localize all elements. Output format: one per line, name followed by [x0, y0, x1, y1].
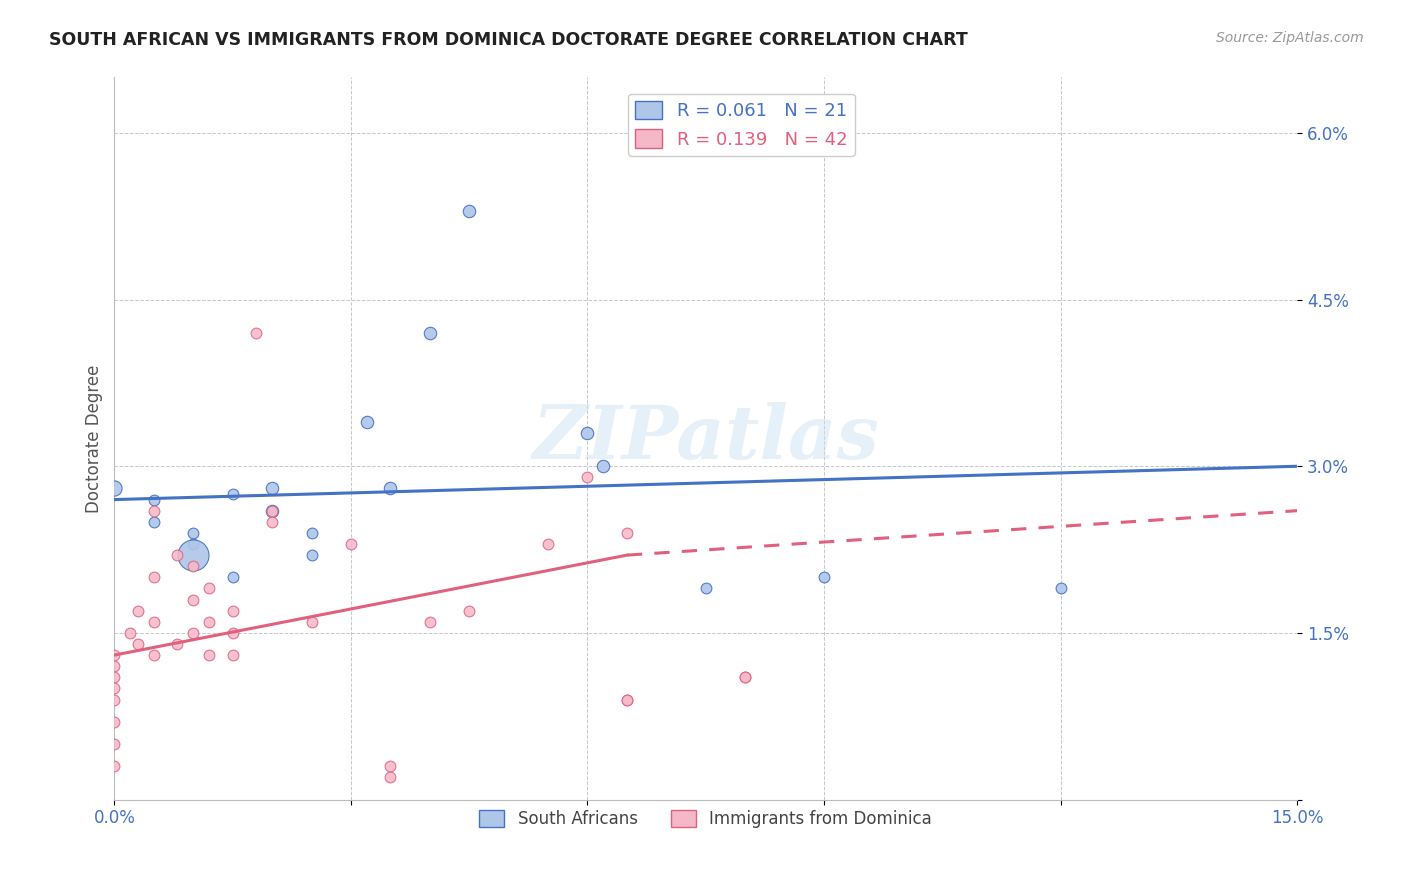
- Point: [103, 482, 125, 496]
- Point: [356, 415, 378, 429]
- Point: [103, 759, 125, 773]
- Point: [142, 648, 165, 662]
- Point: [198, 582, 221, 596]
- Text: ZIPatlas: ZIPatlas: [533, 402, 879, 475]
- Point: [734, 670, 756, 684]
- Point: [166, 637, 188, 651]
- Point: [181, 592, 204, 607]
- Point: [198, 615, 221, 629]
- Point: [1049, 582, 1071, 596]
- Point: [142, 615, 165, 629]
- Point: [103, 692, 125, 706]
- Point: [221, 570, 243, 584]
- Point: [419, 615, 441, 629]
- Point: [181, 626, 204, 640]
- Point: [127, 637, 149, 651]
- Point: [245, 326, 267, 340]
- Point: [181, 525, 204, 540]
- Point: [576, 425, 599, 440]
- Point: [103, 737, 125, 751]
- Point: [537, 537, 560, 551]
- Point: [127, 604, 149, 618]
- Y-axis label: Doctorate Degree: Doctorate Degree: [86, 364, 103, 513]
- Point: [103, 670, 125, 684]
- Point: [103, 648, 125, 662]
- Point: [198, 648, 221, 662]
- Point: [419, 326, 441, 340]
- Point: [262, 504, 284, 518]
- Point: [103, 681, 125, 696]
- Point: [262, 482, 284, 496]
- Point: [181, 537, 204, 551]
- Point: [166, 548, 188, 562]
- Point: [301, 525, 323, 540]
- Point: [616, 692, 638, 706]
- Point: [181, 548, 204, 562]
- Point: [103, 659, 125, 673]
- Text: Source: ZipAtlas.com: Source: ZipAtlas.com: [1216, 31, 1364, 45]
- Point: [221, 648, 243, 662]
- Point: [221, 626, 243, 640]
- Point: [181, 559, 204, 574]
- Point: [142, 504, 165, 518]
- Point: [616, 692, 638, 706]
- Point: [592, 459, 614, 474]
- Point: [340, 537, 363, 551]
- Point: [734, 670, 756, 684]
- Point: [458, 203, 481, 218]
- Point: [301, 548, 323, 562]
- Point: [695, 582, 717, 596]
- Point: [262, 515, 284, 529]
- Point: [380, 759, 402, 773]
- Legend: South Africans, Immigrants from Dominica: South Africans, Immigrants from Dominica: [472, 803, 939, 835]
- Point: [120, 626, 142, 640]
- Point: [458, 604, 481, 618]
- Point: [221, 604, 243, 618]
- Point: [262, 504, 284, 518]
- Point: [380, 770, 402, 784]
- Point: [616, 525, 638, 540]
- Point: [142, 492, 165, 507]
- Point: [576, 470, 599, 484]
- Point: [103, 714, 125, 729]
- Point: [380, 482, 402, 496]
- Point: [301, 615, 323, 629]
- Point: [142, 515, 165, 529]
- Text: SOUTH AFRICAN VS IMMIGRANTS FROM DOMINICA DOCTORATE DEGREE CORRELATION CHART: SOUTH AFRICAN VS IMMIGRANTS FROM DOMINIC…: [49, 31, 967, 49]
- Point: [221, 487, 243, 501]
- Point: [142, 570, 165, 584]
- Point: [813, 570, 835, 584]
